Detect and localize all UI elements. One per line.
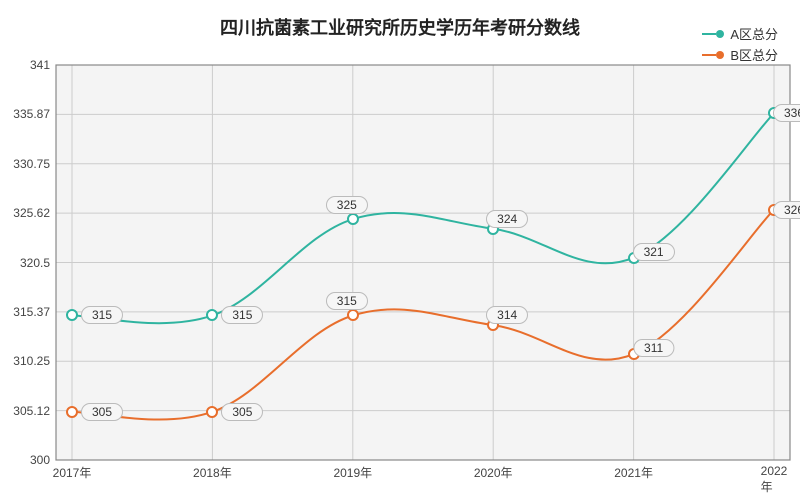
x-tick-label: 2020年 <box>474 464 513 481</box>
data-label: 314 <box>486 306 528 324</box>
data-label: 321 <box>633 243 675 261</box>
data-label: 315 <box>81 306 123 324</box>
data-label: 315 <box>326 292 368 310</box>
y-tick-label: 335.87 <box>4 107 50 121</box>
y-tick-label: 330.75 <box>4 157 50 171</box>
data-point <box>206 406 218 418</box>
data-label: 325 <box>326 196 368 214</box>
data-label: 315 <box>221 306 263 324</box>
data-label: 326 <box>773 201 800 219</box>
y-tick-label: 315.37 <box>4 305 50 319</box>
data-point <box>66 406 78 418</box>
x-tick-label: 2022年 <box>761 464 788 495</box>
chart-container: 四川抗菌素工业研究所历史学历年考研分数线 A区总分 B区总分 300305.12… <box>0 0 800 500</box>
data-label: 336 <box>773 104 800 122</box>
data-point <box>206 309 218 321</box>
data-label: 305 <box>81 403 123 421</box>
y-axis-ticks: 300 305.12 310.25 315.37 320.5 325.62 330.75 33… <box>0 0 56 500</box>
plot-svg <box>0 0 800 500</box>
data-point <box>347 213 359 225</box>
x-tick-label: 2017年 <box>53 464 92 481</box>
y-tick-label: 310.25 <box>4 354 50 368</box>
y-tick-label: 305.12 <box>4 404 50 418</box>
data-point <box>347 309 359 321</box>
x-tick-label: 2019年 <box>333 464 372 481</box>
data-label: 324 <box>486 210 528 228</box>
y-tick-label: 320.5 <box>4 256 50 270</box>
y-tick-label: 300 <box>4 453 50 467</box>
data-label: 311 <box>633 339 674 357</box>
data-label: 305 <box>221 403 263 421</box>
data-point <box>66 309 78 321</box>
x-tick-label: 2021年 <box>614 464 653 481</box>
x-tick-label: 2018年 <box>193 464 232 481</box>
y-tick-label: 341 <box>4 58 50 72</box>
y-tick-label: 325.62 <box>4 206 50 220</box>
